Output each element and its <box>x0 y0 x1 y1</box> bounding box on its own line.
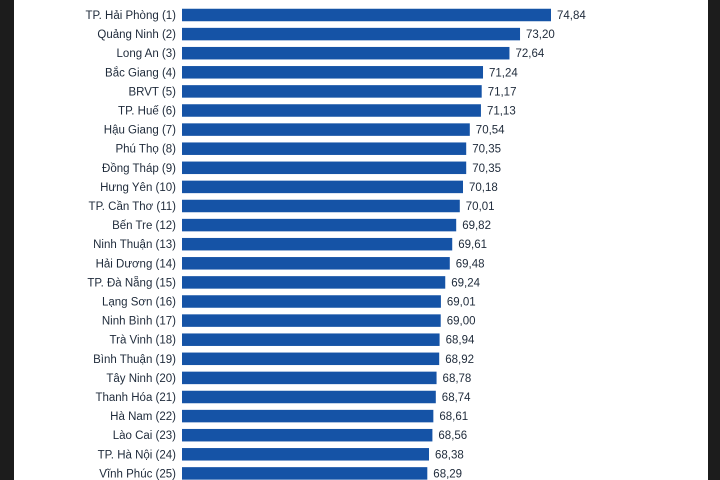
category-label: Trà Vinh (18) <box>110 335 177 347</box>
left-bezel <box>0 0 14 480</box>
value-label: 72,64 <box>515 48 544 60</box>
value-label: 70,35 <box>472 163 501 175</box>
value-label: 68,74 <box>442 392 471 404</box>
category-label: Bình Thuận (19) <box>93 354 176 366</box>
right-bezel <box>708 0 720 480</box>
category-label: Hải Dương (14) <box>96 258 177 270</box>
value-label: 69,24 <box>451 277 480 289</box>
category-label: Quảng Ninh (2) <box>97 29 176 41</box>
value-label: 68,29 <box>433 468 462 480</box>
bar <box>182 180 463 194</box>
bar <box>182 428 433 442</box>
bar <box>182 409 434 423</box>
category-label: Tây Ninh (20) <box>106 373 176 385</box>
value-label: 70,01 <box>466 201 495 213</box>
category-label: TP. Cần Thơ (11) <box>89 201 177 213</box>
category-label: Lạng Sơn (16) <box>102 297 176 309</box>
bar <box>182 199 460 213</box>
category-label: BRVT (5) <box>128 86 176 98</box>
value-label: 68,38 <box>435 449 464 461</box>
bar <box>182 46 510 60</box>
category-label: Ninh Bình (17) <box>102 316 176 328</box>
bar <box>182 448 430 461</box>
bar <box>182 352 440 366</box>
bar <box>182 218 457 232</box>
category-label: TP. Huế (6) <box>118 106 176 118</box>
category-label: Phú Thọ (8) <box>115 144 176 156</box>
value-label: 70,35 <box>472 144 501 156</box>
bar <box>182 257 450 270</box>
value-label: 73,20 <box>526 29 555 41</box>
value-label: 68,56 <box>438 430 467 442</box>
value-label: 74,84 <box>557 10 586 22</box>
value-label: 70,18 <box>469 182 498 194</box>
value-label: 70,54 <box>476 125 505 137</box>
bar <box>182 276 446 289</box>
bar <box>182 371 437 385</box>
value-label: 69,01 <box>447 297 476 309</box>
bar <box>182 8 551 22</box>
category-label: Bến Tre (12) <box>112 220 176 232</box>
bar-chart: TP. Hải Phòng (1) 74,84 Quảng Ninh (2) 73,2… <box>14 0 708 480</box>
value-label: 68,92 <box>445 354 474 366</box>
bar <box>182 295 441 308</box>
bar <box>182 104 481 117</box>
value-label: 69,61 <box>458 239 487 251</box>
bar <box>182 66 484 79</box>
category-label: Hà Nam (22) <box>110 411 176 423</box>
category-label: Long An (3) <box>117 48 177 60</box>
category-label: TP. Hải Phòng (1) <box>85 10 176 22</box>
value-label: 69,82 <box>462 220 491 232</box>
category-label: TP. Hà Nội (24) <box>98 449 177 461</box>
bar <box>182 85 482 98</box>
bar <box>182 314 441 327</box>
bar <box>182 237 453 251</box>
category-label: Ninh Thuận (13) <box>93 239 176 251</box>
value-label: 71,24 <box>489 67 518 79</box>
bar <box>182 142 467 155</box>
chart-svg: TP. Hải Phòng (1) 74,84 Quảng Ninh (2) 73,2… <box>85 8 586 480</box>
value-label: 71,13 <box>487 106 516 118</box>
category-label: Hậu Giang (7) <box>104 125 176 137</box>
category-label: Lào Cai (23) <box>113 430 176 442</box>
bar <box>182 123 470 136</box>
bar <box>182 161 467 175</box>
value-label: 71,17 <box>488 86 517 98</box>
category-label: Thanh Hóa (21) <box>95 392 176 404</box>
value-label: 68,61 <box>439 411 468 423</box>
value-label: 68,94 <box>446 335 475 347</box>
bar <box>182 467 428 480</box>
category-label: Hưng Yên (10) <box>100 182 176 194</box>
category-label: TP. Đà Nẵng (15) <box>87 276 176 289</box>
bar <box>182 333 440 346</box>
value-label: 68,78 <box>443 373 472 385</box>
category-label: Bắc Giang (4) <box>105 66 176 79</box>
value-label: 69,00 <box>447 316 476 328</box>
category-label: Đồng Tháp (9) <box>102 163 176 175</box>
category-label: Vĩnh Phúc (25) <box>99 468 176 480</box>
bar <box>182 27 521 41</box>
bar <box>182 390 436 404</box>
value-label: 69,48 <box>456 258 485 270</box>
